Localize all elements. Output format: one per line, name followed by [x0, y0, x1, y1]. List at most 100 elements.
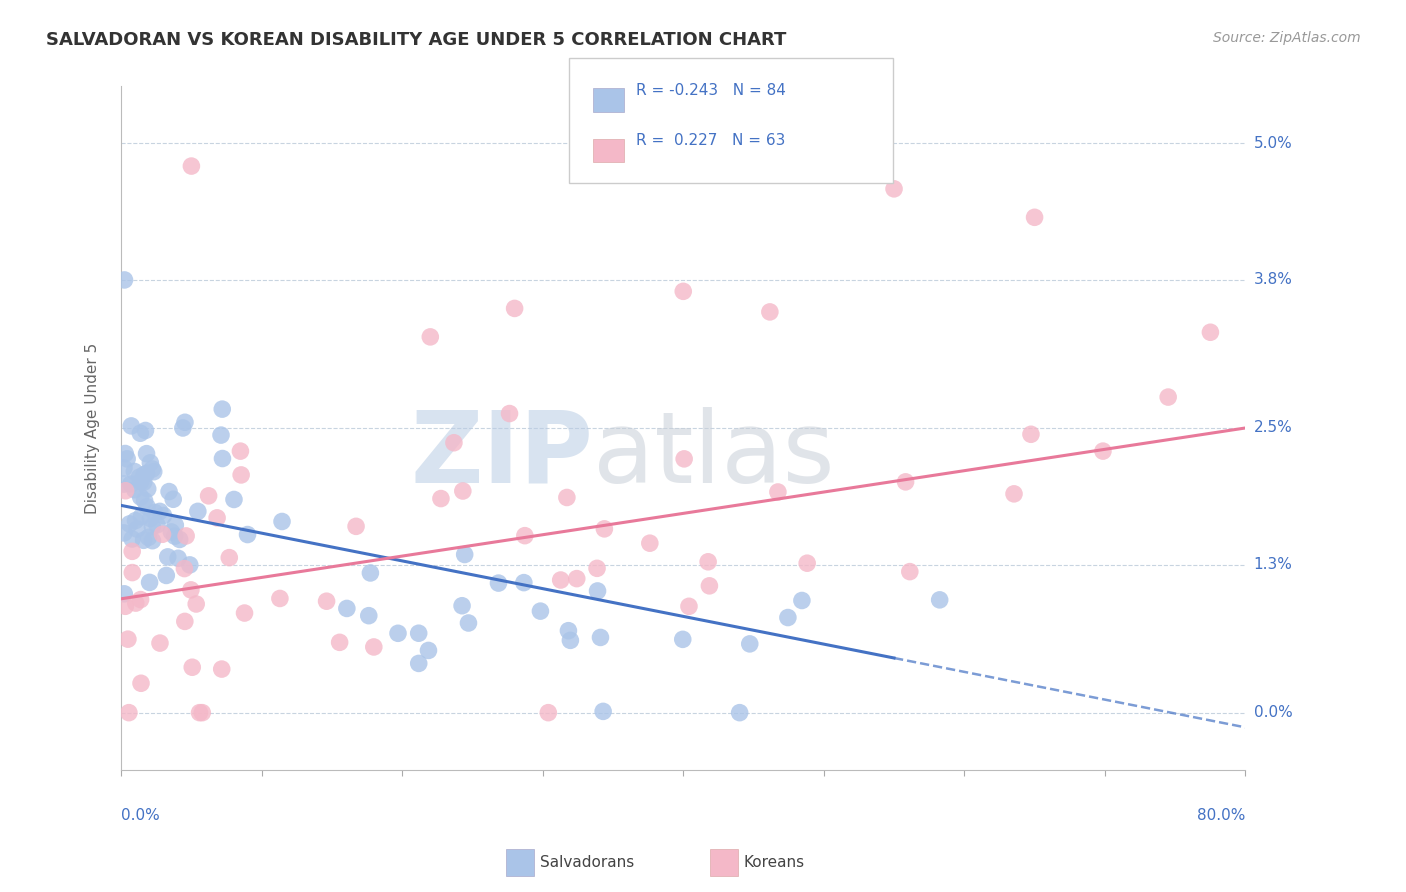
Point	[124, 465, 146, 479]
Text: R = -0.243   N = 84: R = -0.243 N = 84	[636, 84, 786, 98]
Point	[187, 504, 209, 518]
Point	[269, 591, 291, 606]
Point	[1024, 211, 1046, 225]
Point	[503, 301, 526, 316]
Point	[451, 599, 474, 613]
Text: 3.8%: 3.8%	[1254, 272, 1292, 287]
Point	[138, 575, 160, 590]
Point	[135, 467, 157, 481]
Point	[898, 565, 921, 579]
Point	[112, 587, 135, 601]
Point	[1199, 325, 1222, 339]
Point	[121, 544, 143, 558]
Point	[188, 706, 211, 720]
Point	[131, 509, 153, 524]
Point	[443, 435, 465, 450]
Point	[728, 706, 751, 720]
Point	[197, 489, 219, 503]
Point	[117, 632, 139, 647]
Point	[114, 483, 136, 498]
Point	[560, 633, 582, 648]
Point	[233, 606, 256, 620]
Point	[363, 640, 385, 654]
Point	[555, 491, 578, 505]
Point	[114, 446, 136, 460]
Point	[796, 556, 818, 570]
Point	[112, 525, 135, 540]
Point	[457, 615, 479, 630]
Text: SALVADORAN VS KOREAN DISABILITY AGE UNDER 5 CORRELATION CHART: SALVADORAN VS KOREAN DISABILITY AGE UNDE…	[46, 31, 787, 49]
Point	[114, 273, 136, 287]
Point	[179, 558, 201, 572]
Point	[121, 532, 143, 546]
Point	[186, 597, 208, 611]
Point	[1002, 487, 1025, 501]
Point	[118, 516, 141, 531]
Point	[191, 706, 214, 720]
Point	[586, 561, 609, 575]
Point	[231, 467, 253, 482]
Point	[129, 592, 152, 607]
Point	[211, 402, 233, 417]
Point	[315, 594, 337, 608]
Point	[699, 579, 721, 593]
Text: 5.0%: 5.0%	[1254, 136, 1292, 151]
Point	[759, 305, 782, 319]
Point	[537, 706, 560, 720]
Point	[129, 676, 152, 690]
Point	[141, 462, 163, 476]
Text: 0.0%: 0.0%	[1254, 706, 1292, 720]
Text: 0.0%: 0.0%	[121, 808, 160, 823]
Text: R =  0.227   N = 63: R = 0.227 N = 63	[636, 134, 785, 148]
Point	[141, 533, 163, 548]
Point	[152, 508, 174, 523]
Point	[152, 527, 174, 541]
Point	[134, 424, 156, 438]
Point	[673, 451, 696, 466]
Point	[451, 483, 474, 498]
Point	[143, 506, 166, 520]
Text: Source: ZipAtlas.com: Source: ZipAtlas.com	[1213, 31, 1361, 45]
Point	[174, 529, 197, 543]
Point	[124, 483, 146, 497]
Point	[418, 643, 440, 657]
Point	[1157, 390, 1180, 404]
Point	[125, 596, 148, 610]
Point	[408, 626, 430, 640]
Point	[181, 660, 204, 674]
Point	[118, 706, 141, 720]
Point	[271, 515, 294, 529]
Point	[172, 421, 194, 435]
Text: Koreans: Koreans	[744, 855, 804, 870]
Point	[211, 662, 233, 676]
Point	[139, 456, 162, 470]
Point	[132, 533, 155, 548]
Point	[129, 426, 152, 441]
Point	[222, 492, 245, 507]
Text: Salvadorans: Salvadorans	[540, 855, 634, 870]
Text: atlas: atlas	[593, 407, 835, 504]
Point	[173, 561, 195, 575]
Point	[129, 490, 152, 504]
Point	[336, 601, 359, 615]
Point	[229, 444, 252, 458]
Point	[430, 491, 453, 506]
Point	[129, 475, 152, 489]
Point	[498, 407, 520, 421]
Point	[589, 631, 612, 645]
Point	[180, 582, 202, 597]
Point	[157, 484, 180, 499]
Point	[149, 504, 172, 518]
Point	[408, 657, 430, 671]
Point	[678, 599, 700, 614]
Text: ZIP: ZIP	[411, 407, 593, 504]
Point	[112, 477, 135, 491]
Point	[155, 568, 177, 582]
Point	[162, 492, 184, 507]
Point	[529, 604, 551, 618]
Point	[453, 548, 475, 562]
Point	[550, 573, 572, 587]
Point	[167, 551, 190, 566]
Point	[894, 475, 917, 489]
Point	[883, 182, 905, 196]
